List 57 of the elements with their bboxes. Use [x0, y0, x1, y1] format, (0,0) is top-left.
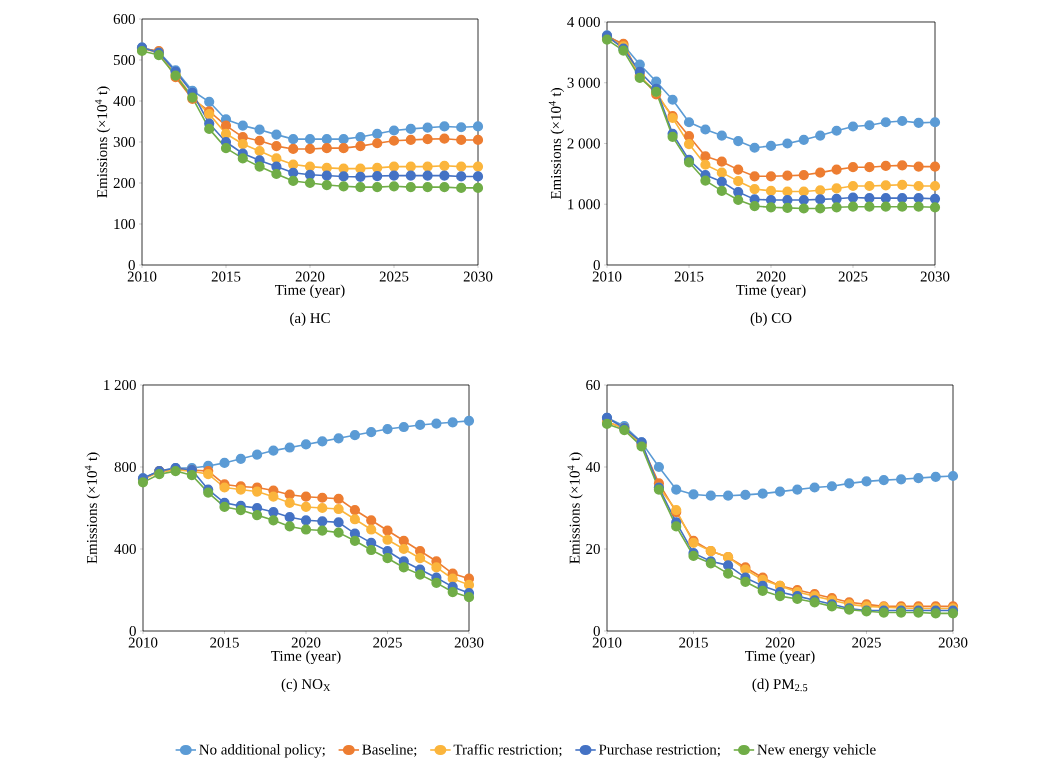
y-tick-label: 200 [113, 177, 135, 189]
y-axis-title: Emissions (×10$^{4}$ t) [548, 88, 565, 200]
legend-label: Traffic restriction; [453, 743, 562, 757]
x-tick-label: 2020 [756, 271, 786, 282]
y-axis-title: Emissions (×10$^{4}$ t) [94, 86, 111, 198]
x-tick-label: 2015 [674, 271, 704, 282]
y-tick-label: 0 [129, 625, 136, 637]
y-axis-title: Emissions (×10$^{4}$ t) [567, 452, 583, 564]
y-tick-label: 60 [586, 379, 600, 391]
text: (c) NO$_{X}$ [281, 678, 331, 693]
x-tick-label: 2025 [379, 271, 409, 282]
y-tick-label: 3 000 [567, 77, 600, 88]
y-tick-label: 0 [128, 259, 135, 271]
y-tick-label: 400 [113, 95, 135, 107]
x-tick-label: 2030 [463, 271, 493, 282]
y-axis-title: Emissions (×10$^{4}$ t) [84, 452, 101, 564]
y-tick-label: 600 [113, 13, 135, 25]
x-axis-title: Time (year) [745, 650, 815, 665]
y-tick-label: 1 000 [568, 199, 600, 210]
y-tick-label: 100 [114, 218, 135, 230]
x-tick-label: 2010 [592, 271, 622, 282]
y-tick-label: 2 000 [567, 138, 600, 149]
legend-label: Baseline; [362, 744, 417, 757]
y-tick-label: 0 [593, 625, 600, 637]
x-tick-label: 2025 [852, 637, 881, 648]
x-tick-label: 2015 [211, 271, 241, 282]
text: (b) CO [750, 312, 792, 327]
x-axis-title: Time (year) [736, 284, 806, 299]
legend-label: New energy vehicle [757, 744, 876, 758]
x-tick-label: 2020 [765, 637, 795, 648]
text: (a) HC [290, 312, 330, 327]
x-tick-label: 2025 [373, 637, 402, 648]
x-axis-title: Time (year) [271, 650, 341, 665]
text: (d) PM$_{2.5}$ [752, 678, 808, 693]
x-tick-label: 2030 [454, 637, 484, 648]
x-tick-label: 2010 [592, 637, 622, 648]
y-tick-label: 500 [113, 54, 135, 66]
y-tick-label: 4 000 [567, 16, 600, 28]
x-tick-label: 2010 [127, 271, 157, 282]
y-tick-label: 300 [113, 136, 135, 148]
x-tick-label: 2025 [838, 271, 868, 282]
y-tick-label: 1 200 [104, 379, 136, 391]
y-tick-label: 20 [586, 543, 600, 555]
x-tick-label: 2030 [938, 637, 968, 648]
x-tick-label: 2015 [210, 637, 239, 648]
y-tick-label: 40 [585, 461, 600, 473]
x-tick-label: 2015 [679, 637, 708, 648]
y-tick-label: 400 [114, 543, 136, 555]
x-tick-label: 2020 [295, 271, 325, 282]
x-tick-label: 2030 [920, 271, 950, 282]
x-tick-label: 2010 [128, 637, 158, 648]
legend-label: No additional policy; [199, 744, 325, 758]
legend-label: Purchase restriction; [598, 744, 720, 757]
x-tick-label: 2020 [291, 637, 321, 648]
y-tick-label: 0 [593, 259, 600, 271]
x-axis-title: Time (year) [275, 284, 345, 299]
y-tick-label: 800 [114, 461, 136, 473]
